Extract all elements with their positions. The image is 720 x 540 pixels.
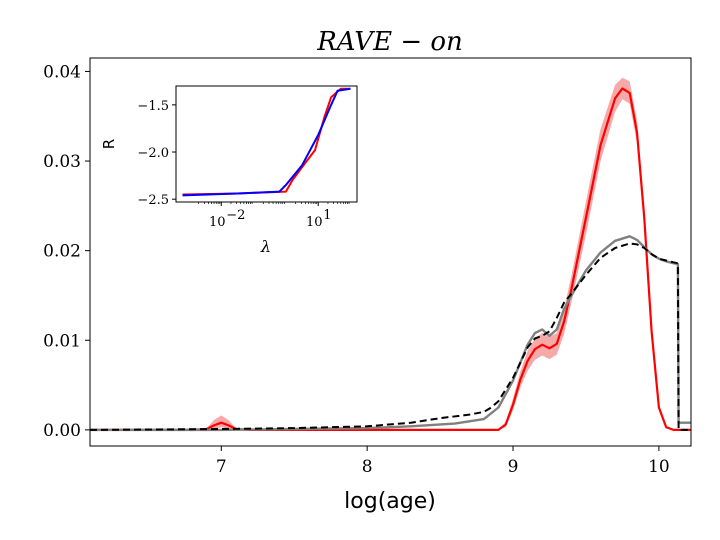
y-tick-label: 0.03 [43,152,81,172]
x-axis-label: log(age) [344,489,436,514]
inset-plot: 10 −2 10 1 −2.5−2.0−1.5 R λ [100,85,358,256]
inset-x-tick-label: 10 [306,215,323,230]
y-tick-label: 0.00 [43,421,81,441]
inset-plot-frame [175,85,358,203]
inset-y-axis-label: R [100,139,118,149]
main-series-group [89,77,691,432]
inset-x-ticks: 10 −2 10 1 [198,202,350,230]
inset-plot-area [176,86,357,202]
x-tick-label: 7 [216,457,227,477]
inset-blue-line [182,87,351,197]
y-tick-label: 0.01 [43,331,81,351]
inset-y-tick-label: −2.0 [137,146,169,161]
y-tick-label: 0.04 [43,62,81,82]
red-mean-line [90,87,691,431]
y-tick-label: 0.02 [43,242,81,262]
inset-x-tick-exponent: −2 [226,208,245,223]
main-plot-frame [89,57,692,447]
black-dashed-line [89,242,691,431]
inset-x-tick-label: 10 [209,215,226,230]
chart-title: RAVE − on [316,27,463,57]
gray-line [90,235,691,432]
inset-x-axis-label: λ [260,237,271,256]
inset-y-tick-label: −2.5 [137,193,169,208]
red-uncertainty-band [90,77,691,430]
main-x-ticks: 7 8 9 10 [216,446,670,477]
inset-series-group [182,87,351,197]
x-tick-label: 8 [362,457,373,477]
main-y-ticks: 0.00 0.01 0.02 0.03 0.04 [43,62,90,441]
x-tick-label: 10 [648,457,670,477]
inset-y-tick-label: −1.5 [137,99,169,114]
x-tick-label: 9 [508,457,519,477]
inset-x-tick-exponent: 1 [323,208,331,223]
inset-y-ticks: −2.5 −2.0 −1.5 [137,99,176,208]
